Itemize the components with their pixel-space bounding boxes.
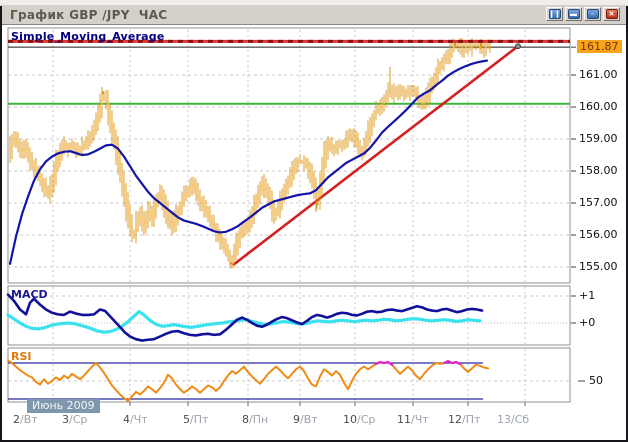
sma-line bbox=[8, 59, 489, 265]
pause-icon: ❙❙ bbox=[548, 9, 561, 19]
rsi-overbought-segment bbox=[374, 360, 394, 366]
date-axis-label: 12/Пт bbox=[448, 413, 481, 426]
rsi-axis-label: 50 bbox=[589, 374, 603, 387]
rsi-line bbox=[7, 359, 489, 402]
price-axis-label: 156.00 bbox=[579, 228, 618, 241]
sma-indicator-label: Simple_Moving_Average bbox=[11, 30, 165, 43]
date-axis-label: 4/Чт bbox=[123, 413, 148, 426]
date-axis-label: 8/Пн bbox=[242, 413, 269, 426]
close-icon: ✕ bbox=[605, 9, 618, 19]
trendline-end-dot bbox=[515, 43, 521, 50]
price-axis-label: 155.00 bbox=[579, 260, 618, 273]
window-controls: ❙❙ ▬ ▫ ✕ bbox=[546, 7, 620, 21]
price-axis-label: 160.00 bbox=[579, 100, 618, 113]
price-axis-label: 161.00 bbox=[579, 68, 618, 81]
date-axis-label: 9/Вт bbox=[293, 413, 318, 426]
date-axis-label: 11/Чт bbox=[397, 413, 429, 426]
window-titlebar[interactable]: График GBP /JPY ЧАС bbox=[2, 5, 626, 25]
minimize-button[interactable]: ▬ bbox=[565, 7, 582, 21]
date-axis-label: 13/Сб bbox=[497, 413, 530, 426]
date-axis-label: 10/Ср bbox=[343, 413, 376, 426]
close-button[interactable]: ✕ bbox=[603, 7, 620, 21]
minimize-icon: ▬ bbox=[567, 9, 580, 19]
maximize-button[interactable]: ▫ bbox=[584, 7, 601, 21]
rsi-overbought-segment bbox=[442, 360, 462, 366]
month-badge: Июнь 2009 bbox=[27, 399, 100, 413]
pause-button[interactable]: ❙❙ bbox=[546, 7, 563, 21]
macd-indicator-label: MACD bbox=[11, 288, 48, 301]
macd-axis-label: +0 bbox=[579, 316, 596, 329]
main-panel-border bbox=[7, 27, 571, 284]
date-axis-label: 3/Ср bbox=[62, 413, 88, 426]
date-axis-label: 2/Вт bbox=[13, 413, 38, 426]
candlestick-series bbox=[9, 38, 491, 269]
window-title: График GBP /JPY ЧАС bbox=[10, 7, 168, 22]
macd-axis-label: +1 bbox=[579, 289, 596, 302]
price-axis-label: 157.00 bbox=[579, 196, 618, 209]
maximize-icon: ▫ bbox=[586, 9, 599, 19]
date-axis-label: 5/Пт bbox=[183, 413, 209, 426]
macd-signal-line bbox=[6, 310, 482, 334]
current-price-label: 161.87 bbox=[577, 40, 622, 54]
trendline bbox=[232, 45, 519, 267]
rsi-panel-border bbox=[7, 347, 571, 403]
macd-line bbox=[6, 293, 484, 342]
rsi-indicator-label: RSI bbox=[11, 350, 32, 363]
price-axis-label: 159.00 bbox=[579, 132, 618, 145]
price-axis-label: 158.00 bbox=[579, 164, 618, 177]
